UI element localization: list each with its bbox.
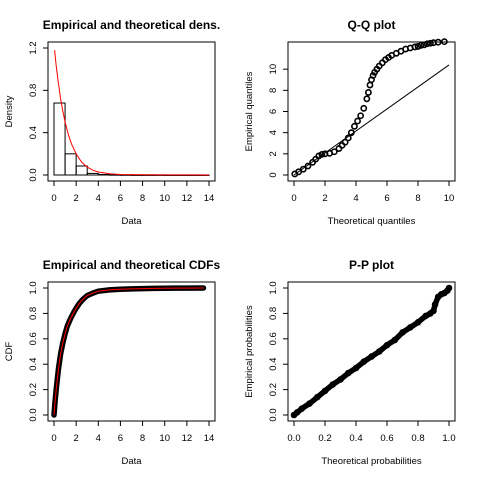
y-tick-label: 0.6 [28, 332, 39, 345]
y-tick-label: 0.0 [28, 408, 39, 421]
y-tick-label: 4 [268, 130, 279, 135]
x-axis-label: Theoretical quantiles [328, 216, 416, 227]
x-tick-label: 2 [73, 193, 78, 204]
y-axis-label: Empirical quantiles [244, 71, 255, 151]
x-tick-label: 0 [51, 433, 56, 444]
y-tick-label: 0 [268, 172, 279, 177]
x-tick-label: 2 [322, 193, 327, 204]
y-axis-label: Empirical probabilities [244, 305, 255, 398]
chart-title: P-P plot [349, 258, 394, 272]
y-tick-label: 0.6 [268, 332, 279, 345]
y-tick-label: 0.2 [268, 383, 279, 396]
x-tick-label: 0.2 [318, 433, 331, 444]
x-tick-label: 0.8 [411, 433, 424, 444]
x-tick-label: 2 [73, 433, 78, 444]
y-tick-label: 1.2 [28, 41, 39, 54]
x-tick-label: 14 [204, 193, 215, 204]
x-tick-label: 8 [140, 433, 145, 444]
x-tick-label: 0.4 [349, 433, 362, 444]
y-tick-label: 0.8 [28, 307, 39, 320]
x-tick-label: 12 [182, 193, 193, 204]
x-tick-label: 8 [140, 193, 145, 204]
y-tick-label: 10 [268, 64, 279, 75]
x-tick-label: 4 [96, 433, 101, 444]
x-tick-label: 12 [182, 433, 193, 444]
x-tick-label: 6 [118, 433, 123, 444]
chart-title: Empirical and theoretical dens. [43, 18, 220, 32]
y-axis-label: CDF [4, 342, 15, 362]
y-tick-label: 0.8 [268, 307, 279, 320]
y-tick-label: 2 [268, 151, 279, 156]
y-tick-label: 0.4 [28, 126, 39, 139]
x-tick-label: 10 [159, 193, 170, 204]
x-tick-label: 0.6 [380, 433, 393, 444]
x-tick-label: 0.0 [287, 433, 300, 444]
x-axis-label: Data [121, 216, 142, 227]
x-axis-label: Data [121, 456, 142, 467]
chart-title: Q-Q plot [348, 18, 396, 32]
y-tick-label: 6 [268, 109, 279, 114]
y-tick-label: 0.4 [268, 358, 279, 371]
x-tick-label: 4 [353, 193, 358, 204]
x-tick-label: 14 [204, 433, 215, 444]
x-tick-label: 0 [51, 193, 56, 204]
histogram-bar [98, 174, 109, 175]
y-tick-label: 1.0 [28, 281, 39, 294]
y-tick-label: 8 [268, 88, 279, 93]
x-tick-label: 10 [444, 193, 455, 204]
y-tick-label: 0.8 [28, 84, 39, 97]
y-tick-label: 0.4 [28, 358, 39, 371]
x-tick-label: 8 [415, 193, 420, 204]
chart-title: Empirical and theoretical CDFs [43, 258, 221, 272]
y-axis-label: Density [4, 95, 15, 127]
x-tick-label: 4 [96, 193, 101, 204]
y-tick-label: 0.0 [268, 408, 279, 421]
y-tick-label: 1.0 [268, 281, 279, 294]
x-tick-label: 6 [384, 193, 389, 204]
y-tick-label: 0.0 [28, 168, 39, 181]
x-tick-label: 0 [291, 193, 296, 204]
x-tick-label: 6 [118, 193, 123, 204]
x-tick-label: 1.0 [442, 433, 455, 444]
x-axis-label: Theoretical probabilities [321, 456, 422, 467]
x-tick-label: 10 [159, 433, 170, 444]
y-tick-label: 0.2 [28, 383, 39, 396]
